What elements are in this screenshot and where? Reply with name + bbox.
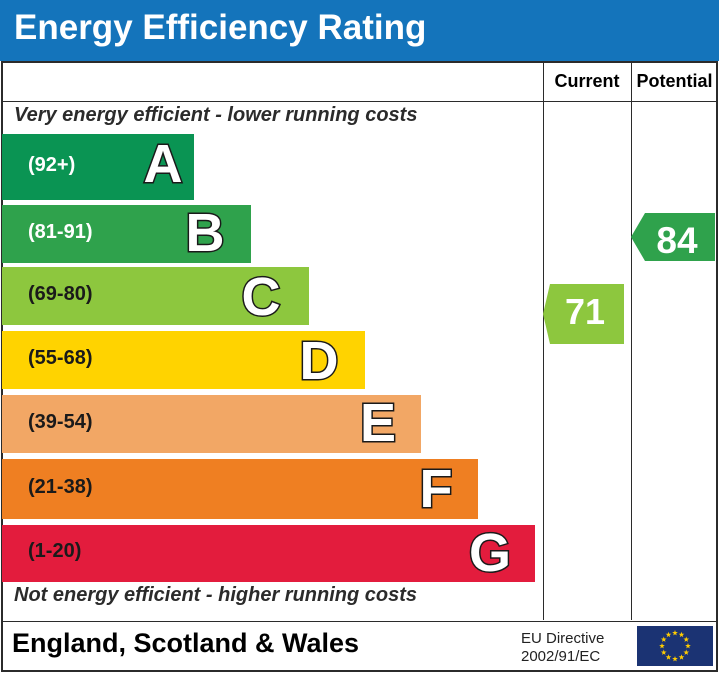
svg-text:E: E [360,393,396,453]
svg-text:C: C [242,267,281,327]
svg-text:D: D [300,331,339,391]
svg-text:F: F [420,459,453,519]
svg-text:G: G [469,523,511,583]
svg-text:A: A [144,134,183,194]
svg-text:B: B [186,203,225,263]
